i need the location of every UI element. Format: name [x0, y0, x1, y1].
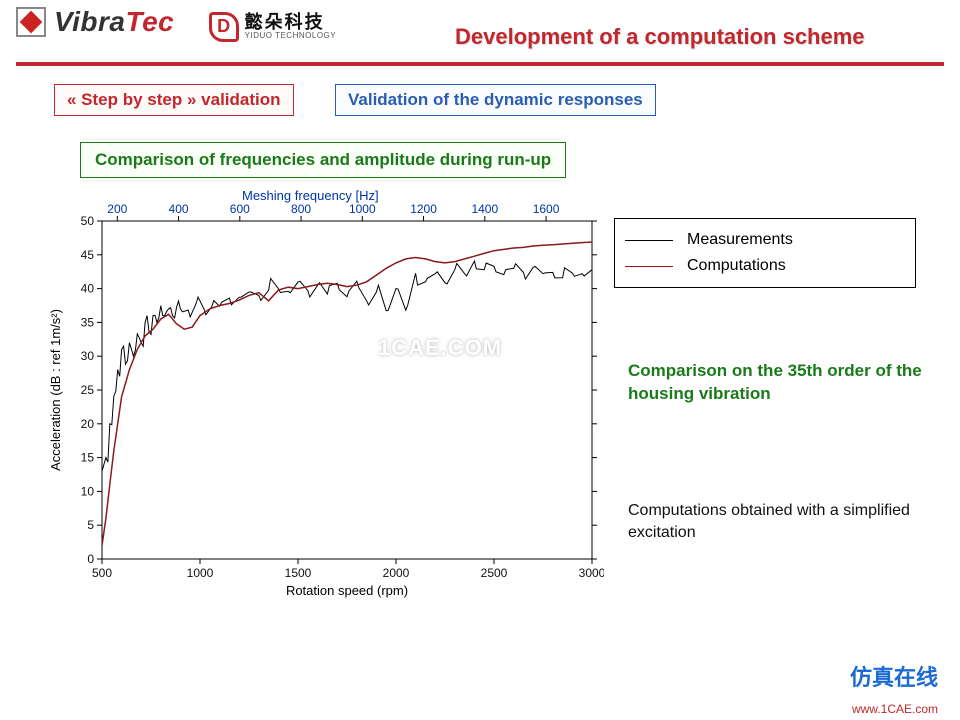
legend-label: Measurements	[687, 231, 793, 249]
legend-line-icon	[625, 266, 673, 267]
legend-computations: Computations	[625, 253, 905, 279]
svg-text:10: 10	[81, 484, 95, 498]
svg-text:800: 800	[291, 202, 311, 216]
chart-legend: Measurements Computations	[614, 218, 916, 288]
note-excitation: Computations obtained with a simplified …	[628, 500, 928, 543]
page-title: Development of a computation scheme	[455, 24, 950, 50]
yiduo-cn: 懿朵科技	[245, 13, 336, 31]
comparison-box: Comparison of frequencies and amplitude …	[80, 142, 566, 178]
legend-line-icon	[625, 240, 673, 241]
watermark: 1CAE.COM	[378, 335, 502, 361]
yiduo-text: 懿朵科技 YIDUO TECHNOLOGY	[245, 13, 336, 40]
svg-text:40: 40	[81, 282, 95, 296]
svg-text:0: 0	[87, 552, 94, 566]
legend-label: Computations	[687, 257, 786, 275]
yiduo-mark-icon: D	[209, 12, 239, 42]
footer-url: www.1CAE.com	[852, 702, 938, 716]
header-divider	[16, 62, 944, 66]
svg-text:30: 30	[81, 349, 95, 363]
svg-text:1500: 1500	[285, 566, 312, 580]
vibratec-part2: Tec	[126, 6, 175, 37]
step-validation-box: « Step by step » validation	[54, 84, 294, 116]
svg-text:1600: 1600	[533, 202, 560, 216]
svg-text:5: 5	[87, 518, 94, 532]
svg-text:35: 35	[81, 315, 95, 329]
svg-text:45: 45	[81, 248, 95, 262]
note-order: Comparison on the 35th order of the hous…	[628, 360, 928, 406]
svg-text:1000: 1000	[187, 566, 214, 580]
footer-cn: 仿真在线	[850, 660, 938, 692]
svg-text:500: 500	[92, 566, 112, 580]
yiduo-logo: D 懿朵科技 YIDUO TECHNOLOGY	[209, 12, 336, 42]
svg-text:1200: 1200	[410, 202, 437, 216]
svg-text:25: 25	[81, 383, 95, 397]
vibratec-mark-icon	[16, 7, 46, 37]
dynamic-validation-box: Validation of the dynamic responses	[335, 84, 656, 116]
svg-text:2500: 2500	[481, 566, 508, 580]
svg-text:1000: 1000	[349, 202, 376, 216]
svg-text:600: 600	[230, 202, 250, 216]
legend-measurements: Measurements	[625, 227, 905, 253]
svg-text:50: 50	[81, 214, 95, 228]
svg-text:20: 20	[81, 417, 95, 431]
vibratec-logo: VibraTec	[16, 6, 174, 38]
svg-text:1400: 1400	[471, 202, 498, 216]
svg-text:200: 200	[107, 202, 127, 216]
svg-text:2000: 2000	[383, 566, 410, 580]
svg-text:3000: 3000	[579, 566, 604, 580]
svg-text:15: 15	[81, 451, 95, 465]
svg-text:Acceleration (dB : ref 1m/s²): Acceleration (dB : ref 1m/s²)	[48, 309, 63, 471]
line-chart: 0 5 10 15 20 25 30 35 40 45 50 500 1000 1500 2000 2500 3…	[44, 185, 604, 605]
vibratec-part1: Vibra	[54, 6, 126, 37]
svg-text:400: 400	[169, 202, 189, 216]
svg-text:Rotation speed (rpm): Rotation speed (rpm)	[286, 583, 408, 598]
vibratec-text: VibraTec	[54, 6, 174, 38]
yiduo-en: YIDUO TECHNOLOGY	[245, 31, 336, 40]
